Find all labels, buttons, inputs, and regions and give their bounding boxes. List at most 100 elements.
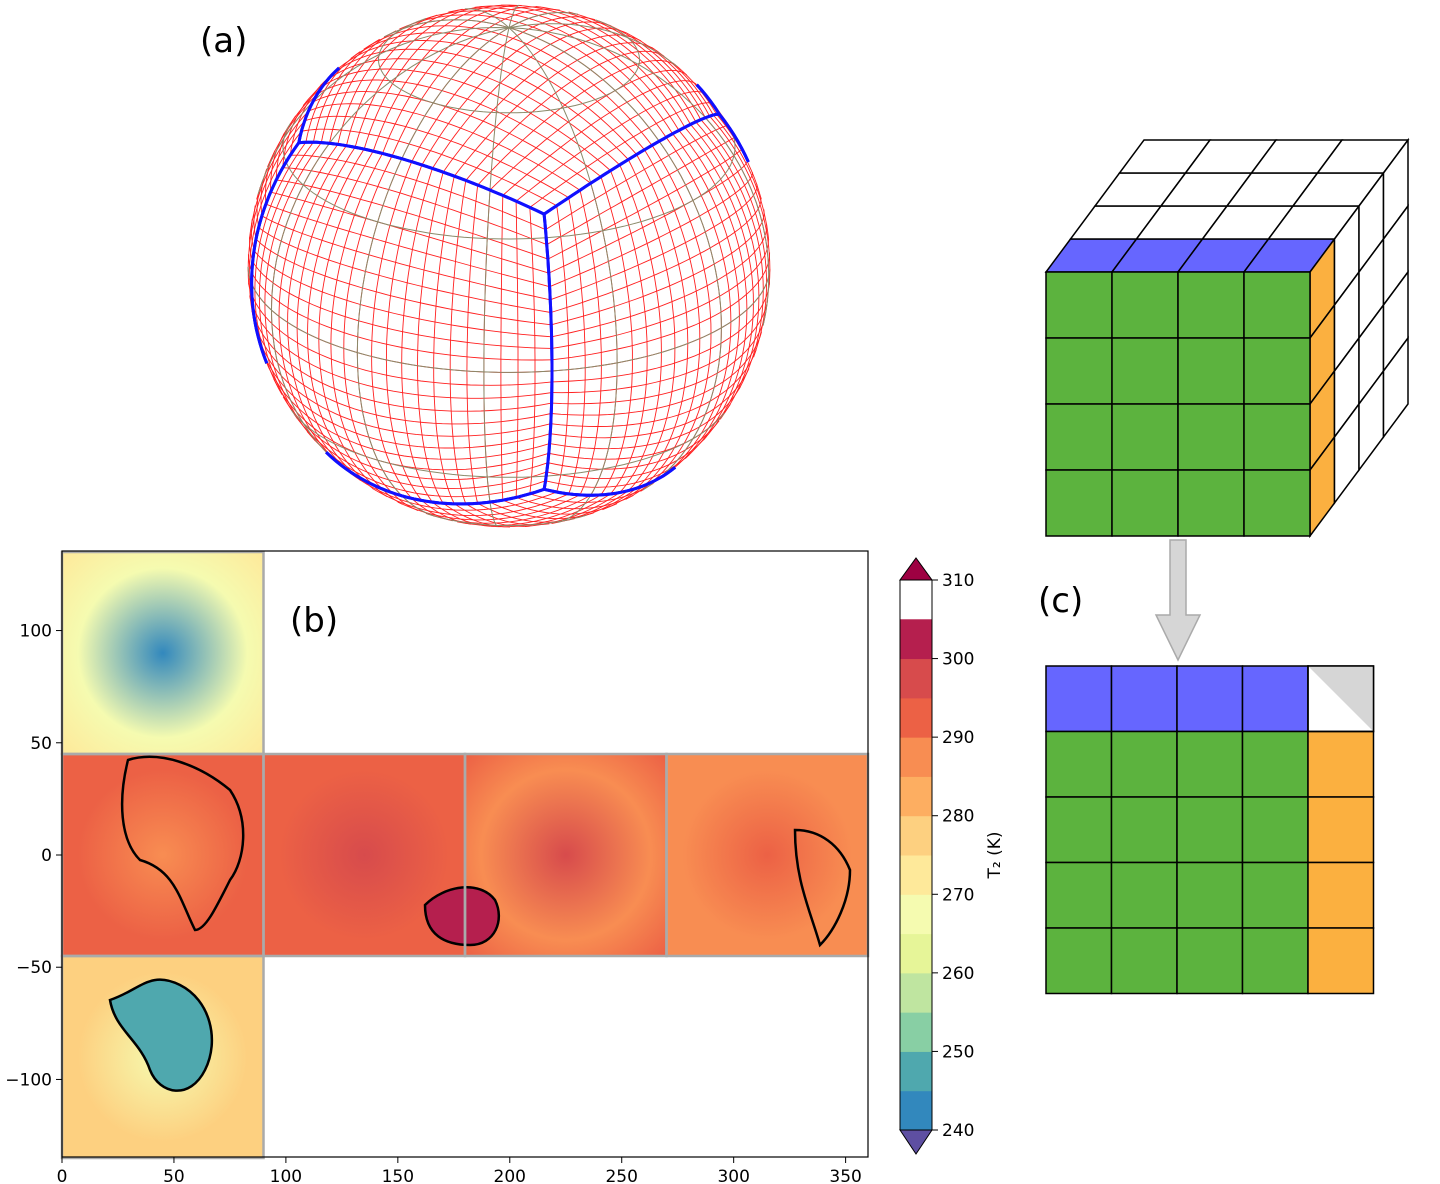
- grid-line: [249, 236, 254, 262]
- colorbar-level: [900, 1012, 932, 1052]
- grid-cell: [1241, 665, 1309, 733]
- x-tick-label: 250: [605, 1167, 637, 1184]
- colorbar-level: [900, 855, 932, 895]
- meridian-line: [483, 27, 510, 527]
- face-edge: [543, 112, 720, 216]
- parallel-line: [377, 18, 616, 114]
- y-tick-label: −100: [5, 1070, 52, 1090]
- grid-line: [453, 42, 655, 177]
- grid-line: [515, 91, 705, 202]
- grid-line: [289, 80, 326, 156]
- grid-line: [316, 79, 602, 178]
- grid-line: [672, 133, 740, 470]
- grid-cell: [1045, 861, 1113, 929]
- grid-line: [684, 127, 754, 441]
- panel-label-c: (c): [1038, 581, 1083, 621]
- meridian-line: [464, 8, 510, 29]
- corner-fill: [1308, 666, 1374, 732]
- grid-cell: [1045, 796, 1113, 864]
- colorbar-extend-max: [899, 557, 933, 581]
- grid-line: [372, 4, 522, 152]
- colorbar-level: [900, 737, 932, 777]
- grid-line: [466, 185, 479, 504]
- grid-cell: [1110, 861, 1178, 929]
- grid-line: [448, 7, 680, 131]
- grid-cell: [1176, 861, 1244, 929]
- grid-line: [700, 119, 768, 358]
- grid-cell: [1307, 861, 1375, 929]
- meridian-line: [356, 27, 510, 517]
- face-field: [666, 754, 868, 956]
- colorbar-level: [900, 658, 932, 699]
- grid-line: [264, 142, 322, 442]
- grid-line: [248, 110, 309, 240]
- grid-line: [457, 494, 602, 526]
- corner-cell: [1307, 665, 1375, 733]
- grid-line: [363, 25, 653, 146]
- face-field: [62, 552, 264, 754]
- face-edge: [695, 83, 721, 115]
- parallel-line: [692, 412, 725, 440]
- meridian-line: [270, 27, 510, 459]
- parallel-line: [247, 266, 722, 373]
- parallel-line: [282, 123, 694, 240]
- x-tick-label: 200: [494, 1167, 526, 1184]
- parallel-line: [692, 126, 736, 201]
- colorbar-tick-label: 260: [942, 964, 974, 984]
- colorbar: 240 250 260 270 280 290 300 310: [899, 557, 974, 1155]
- australia-contour: [423, 886, 501, 947]
- grid-line: [474, 5, 686, 128]
- cube-front-cell: [1111, 469, 1179, 537]
- grid-line: [417, 171, 444, 504]
- cube-front-cell: [1177, 469, 1245, 537]
- grid-line: [432, 27, 627, 169]
- grid-cell: [1176, 796, 1244, 864]
- colorbar-tick-label: 250: [942, 1042, 974, 1062]
- colorbar-level: [900, 894, 932, 935]
- grid-line: [372, 488, 569, 517]
- grid-cell: [1176, 730, 1244, 798]
- x-tick-label: 350: [829, 1167, 861, 1184]
- grid-line: [549, 172, 753, 288]
- grid-cell: [1045, 665, 1113, 733]
- grid-line: [421, 21, 612, 166]
- grid-cell: [1110, 796, 1178, 864]
- colorbar-extend-min: [899, 1129, 933, 1155]
- temperature-map: 0 50 100 150 200 250 300 350 100 50 0 −50 −100: [5, 550, 870, 1184]
- grid-line: [247, 120, 306, 285]
- grid-cell: [1176, 665, 1244, 733]
- grid-cell: [1110, 730, 1178, 798]
- grid-line: [489, 501, 594, 520]
- panel-label-b: (b): [290, 601, 338, 641]
- grid-line: [465, 50, 665, 181]
- grid-line: [354, 5, 483, 148]
- grid-cell: [1110, 927, 1178, 995]
- grid-line: [477, 60, 677, 186]
- y-tick-label: −50: [16, 958, 52, 978]
- x-tick-label: 0: [57, 1167, 68, 1184]
- meridian-line: [508, 4, 520, 28]
- grid-line: [556, 205, 570, 493]
- grid-line: [294, 414, 547, 490]
- grid-line: [270, 191, 549, 274]
- grid-line: [273, 378, 549, 471]
- grid-line: [551, 209, 765, 326]
- grid-cell: [1241, 796, 1309, 864]
- colorbar-level: [900, 972, 932, 1013]
- cube-side-cell: [1382, 335, 1409, 440]
- cube-front-cell: [1243, 271, 1311, 339]
- x-tick-label: 300: [717, 1167, 749, 1184]
- colorbar-tick-label: 290: [942, 728, 974, 748]
- grid-line: [515, 201, 519, 498]
- colorbar-tick-label: 300: [942, 650, 974, 670]
- meridian-line: [508, 27, 618, 523]
- x-tick-label: 150: [382, 1167, 414, 1184]
- grid-cell: [1307, 730, 1375, 798]
- grid-cell: [1307, 796, 1375, 864]
- x-tick-label: 100: [270, 1167, 302, 1184]
- grid-line: [442, 502, 510, 528]
- colorbar-level: [900, 697, 932, 738]
- face-edge: [325, 451, 545, 506]
- meridian-line: [508, 27, 722, 491]
